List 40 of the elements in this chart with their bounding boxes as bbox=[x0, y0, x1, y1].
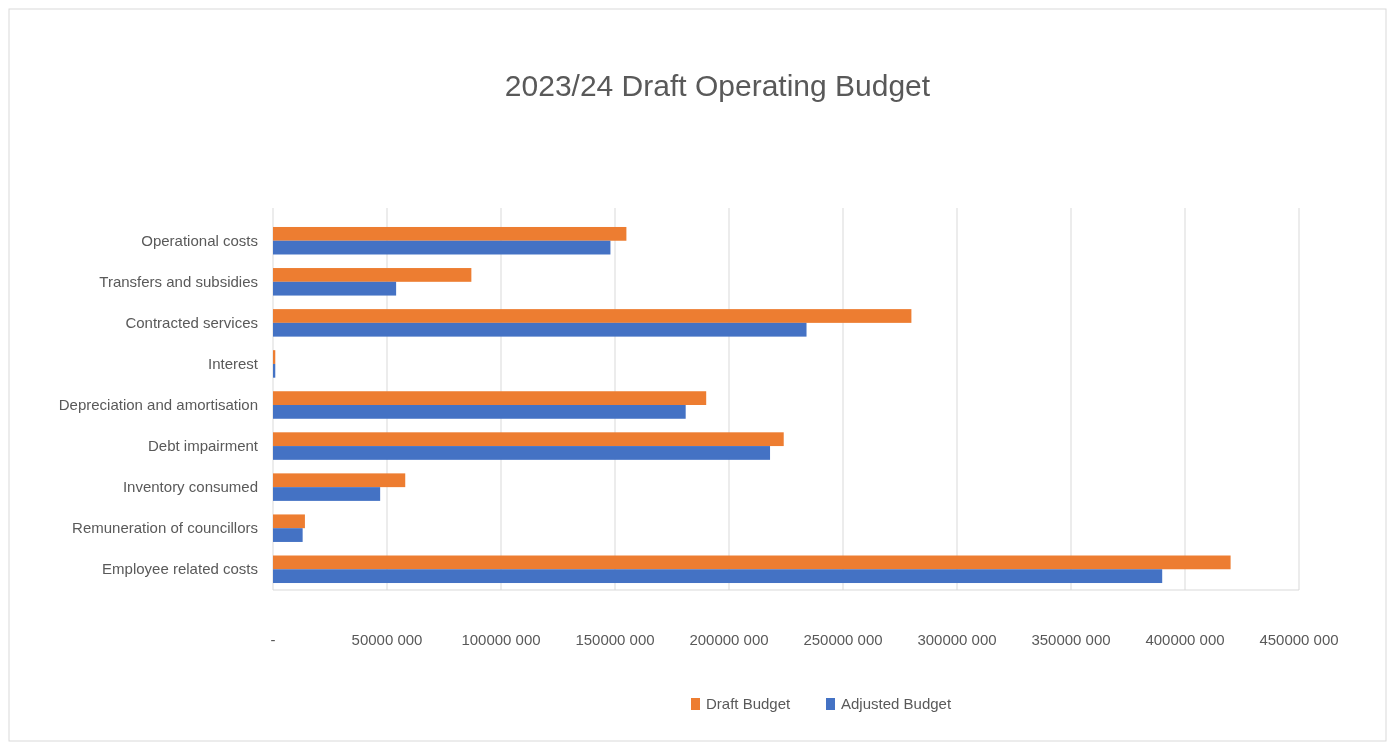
bar bbox=[273, 528, 303, 542]
bar bbox=[273, 309, 912, 323]
y-tick-label: Remuneration of councillors bbox=[72, 519, 258, 537]
y-tick-label: Depreciation and amortisation bbox=[58, 396, 258, 413]
legend-label: Draft Budget bbox=[706, 695, 792, 712]
y-tick-label: Contracted services bbox=[125, 313, 258, 331]
x-tick-label: 150000 000 bbox=[575, 631, 655, 648]
bar bbox=[273, 240, 611, 255]
x-tick-label: 50000 000 bbox=[351, 631, 423, 648]
x-tick-label: 400000 000 bbox=[1145, 631, 1225, 648]
x-tick-label: 250000 000 bbox=[803, 631, 883, 648]
bar bbox=[273, 226, 627, 241]
bar bbox=[273, 473, 406, 488]
bar bbox=[273, 555, 1231, 570]
y-tick-label: Debt impairment bbox=[147, 437, 259, 455]
bar bbox=[273, 363, 276, 378]
x-tick-label: - bbox=[270, 631, 276, 648]
bar bbox=[273, 350, 276, 364]
y-tick-label: Transfers and subsidies bbox=[99, 272, 258, 290]
y-tick-label: Operational costs bbox=[141, 231, 258, 249]
bar bbox=[273, 268, 472, 282]
y-tick-label: Inventory consumed bbox=[122, 478, 258, 496]
x-tick-label: 100000 000 bbox=[461, 631, 541, 648]
bar bbox=[273, 281, 397, 296]
legend-label: Adjusted Budget bbox=[841, 695, 952, 712]
chart-title: 2023/24 Draft Operating Budget bbox=[504, 69, 931, 102]
bar bbox=[273, 391, 707, 405]
bar bbox=[273, 432, 784, 447]
x-tick-label: 300000 000 bbox=[917, 631, 997, 648]
bar bbox=[273, 487, 381, 501]
bar bbox=[273, 405, 686, 419]
y-tick-label: Employee related costs bbox=[102, 560, 258, 578]
y-tick-label: Interest bbox=[207, 354, 259, 372]
x-tick-label: 350000 000 bbox=[1031, 631, 1111, 648]
bar bbox=[273, 322, 807, 337]
bar bbox=[273, 569, 1163, 584]
x-tick-label: 200000 000 bbox=[689, 631, 769, 648]
x-tick-label: 450000 000 bbox=[1259, 631, 1339, 648]
bar bbox=[273, 514, 305, 529]
bar bbox=[273, 446, 771, 460]
